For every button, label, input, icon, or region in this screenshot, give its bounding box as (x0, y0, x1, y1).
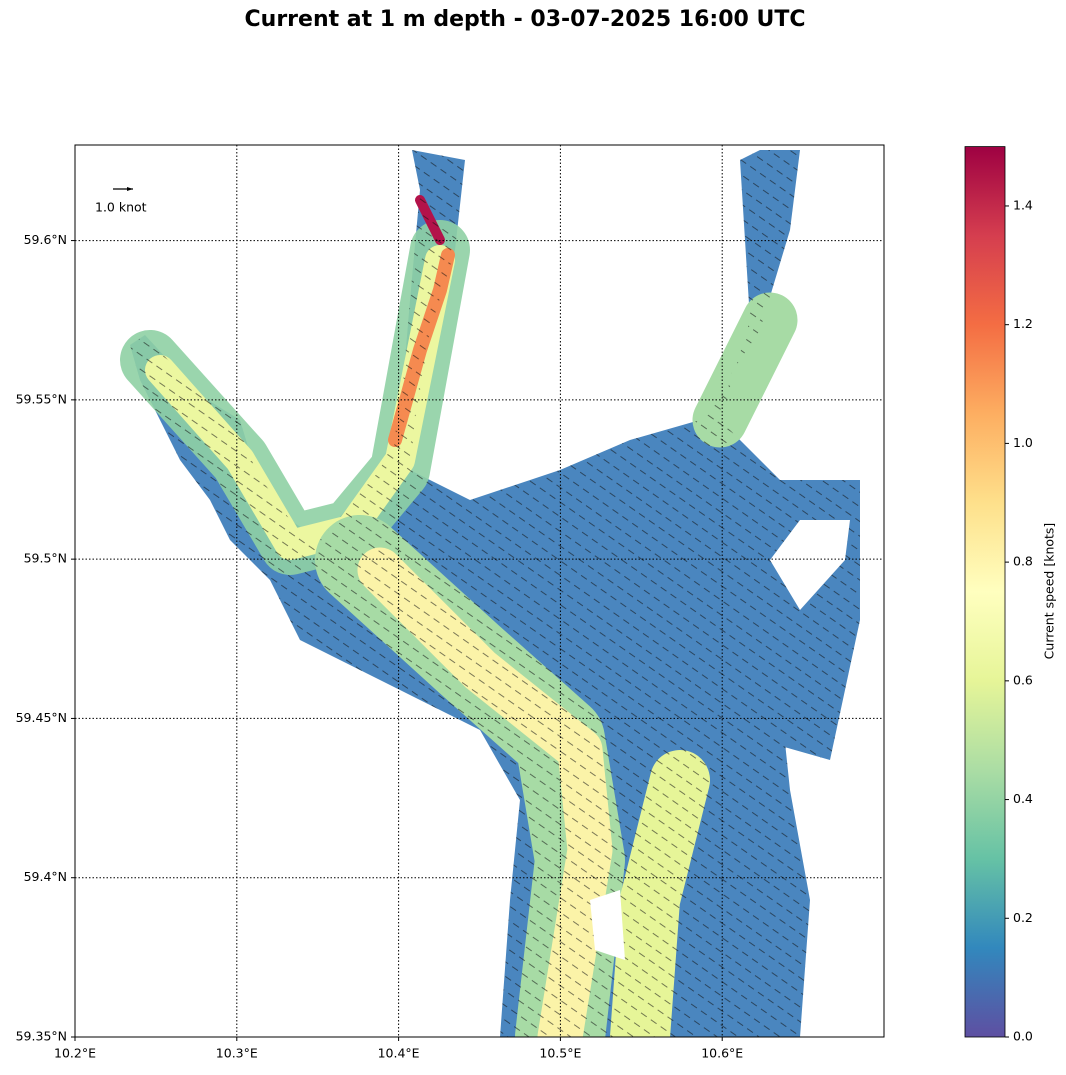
colorbar-tick-label: 0.0 (1013, 1029, 1033, 1044)
colorbar-tick-label: 1.2 (1013, 316, 1033, 331)
chart-title: Current at 1 m depth - 03-07-2025 16:00 … (245, 7, 806, 32)
island (590, 890, 625, 960)
y-tick-label: 59.45°N (16, 710, 67, 725)
y-tick-label: 59.55°N (16, 391, 67, 406)
colorbar-tick-label: 0.8 (1013, 554, 1033, 569)
current-band (692, 292, 798, 448)
island (770, 520, 850, 610)
colorbar-tick-label: 1.0 (1013, 435, 1033, 450)
colorbar-label: Current speed [knots] (1042, 523, 1057, 660)
x-tick-label: 10.6°E (701, 1046, 743, 1061)
x-tick-label: 10.5°E (539, 1046, 581, 1061)
colorbar-tick-label: 0.2 (1013, 910, 1033, 925)
colorbar-tick-label: 0.6 (1013, 672, 1033, 687)
water-arrows (130, 150, 860, 1037)
y-tick-label: 59.4°N (24, 869, 67, 884)
y-tick-label: 59.6°N (24, 232, 67, 247)
quiver-key-head (127, 187, 133, 191)
quiver-key-label: 1.0 knot (95, 200, 147, 215)
y-tick-label: 59.35°N (16, 1029, 67, 1044)
x-tick-label: 10.4°E (378, 1046, 420, 1061)
colorbar-tick-label: 0.4 (1013, 791, 1033, 806)
colorbar-tick-label: 1.4 (1013, 197, 1033, 212)
water-field (120, 150, 860, 1037)
x-tick-label: 10.3°E (216, 1046, 258, 1061)
y-tick-label: 59.5°N (24, 551, 67, 566)
colorbar (964, 146, 1006, 1038)
x-tick-label: 10.2°E (54, 1046, 96, 1061)
